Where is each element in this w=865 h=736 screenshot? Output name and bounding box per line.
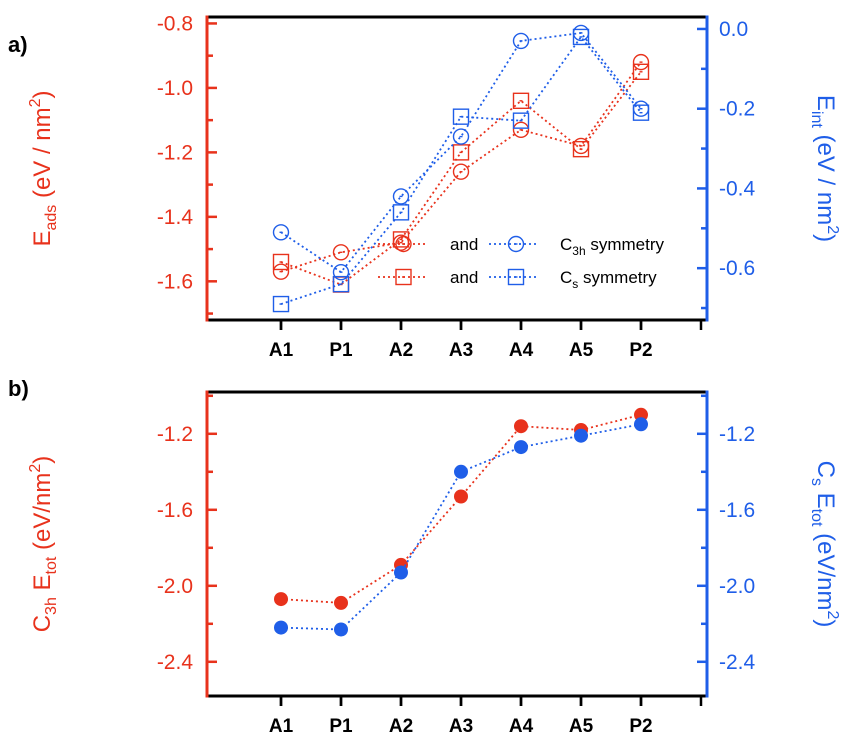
panel-b-left-tick-label: -1.2 bbox=[157, 423, 193, 446]
panel-a-category-label: A1 bbox=[269, 340, 294, 361]
panel-b-left-tick-label: -2.0 bbox=[157, 575, 193, 598]
panel-b-series-0-line bbox=[280, 413, 642, 604]
panel-b-series-1-point bbox=[514, 440, 528, 455]
panel-a-legend-marker bbox=[395, 235, 412, 253]
panel-a-left-tick-label: -1.6 bbox=[157, 270, 193, 293]
panel-a-series-0-point bbox=[272, 263, 290, 280]
panel-a-series-1-point bbox=[572, 140, 590, 158]
panel-a-right-axis-title: Eint (eV / nm2) bbox=[808, 95, 841, 242]
panel-b-left-tick-label: -1.6 bbox=[157, 499, 193, 522]
panel-a-legend-marker bbox=[507, 235, 525, 253]
panel-a-series-3-point bbox=[452, 108, 470, 125]
panel-b-series-1-point bbox=[334, 622, 348, 637]
panel-a-right-tick-label: -0.2 bbox=[719, 98, 755, 121]
panel-a-right-tick-label: -0.4 bbox=[719, 177, 756, 200]
panel-a-series-2-point bbox=[512, 32, 530, 50]
panel-b-category-label: A3 bbox=[449, 716, 473, 736]
panel-b-series-1-line bbox=[280, 423, 642, 631]
panel-b-right-tick-label: -2.4 bbox=[719, 651, 756, 674]
panel-a-category-label: A4 bbox=[509, 340, 534, 361]
panel-b-series-0-point bbox=[274, 592, 288, 607]
panel-a-legend-label: Cs symmetry bbox=[560, 268, 657, 291]
panel-a-legend-label: and bbox=[450, 268, 478, 287]
panel-a-series-2-point bbox=[452, 128, 470, 145]
panel-a-letter: a) bbox=[8, 32, 28, 57]
panel-a-category-label: P2 bbox=[629, 340, 652, 361]
panel-a-legend-label: C3h symmetry bbox=[560, 235, 665, 258]
panel-a-left-tick-label: -1.0 bbox=[157, 77, 193, 100]
panel-b-right-tick-label: -1.2 bbox=[719, 423, 755, 446]
panel-a-right-tick-label: 0.0 bbox=[719, 18, 748, 41]
panel-a-series-2-point bbox=[272, 224, 290, 241]
panel-a-chart: -0.8 -1.0 -1.2 -1.4 -1.6 0.0 -0.2 -0.4 -0.6 A1 P1 A… bbox=[27, 12, 841, 361]
panel-a-left-tick-label: -0.8 bbox=[157, 12, 193, 35]
panel-a-series-1-point bbox=[392, 231, 410, 248]
panel-a-series-0-point bbox=[332, 244, 350, 261]
panel-a-series-3-point bbox=[392, 204, 410, 221]
panel-a-legend-marker bbox=[507, 268, 525, 286]
panel-b-right-tick-label: -1.6 bbox=[719, 499, 755, 522]
panel-b-right-axis-title: Cs Etot (eV/nm2) bbox=[808, 461, 841, 628]
panel-a-series-1-point bbox=[452, 144, 470, 161]
panel-a-series-0-point bbox=[512, 121, 530, 139]
panel-b-series-1-point bbox=[634, 417, 648, 432]
panel-a-series-0-point bbox=[452, 163, 470, 180]
panel-b-series-0-point bbox=[514, 419, 528, 434]
panel-a-series-2-point bbox=[332, 263, 350, 281]
panel-b-series-0-point bbox=[334, 595, 348, 610]
panel-a-left-axis-title: Eads (eV / nm2) bbox=[27, 90, 60, 246]
panel-a-series-1-point bbox=[512, 92, 530, 110]
panel-a-left-tick-label: -1.4 bbox=[157, 206, 194, 229]
panel-a-series-2-point bbox=[392, 188, 410, 205]
panel-a-right-tick-label: -0.6 bbox=[719, 257, 755, 280]
panel-a-series-1-point bbox=[632, 63, 650, 80]
panel-a-category-label: A5 bbox=[569, 340, 594, 361]
panel-b-right-tick-label: -2.0 bbox=[719, 575, 755, 598]
panel-a-series-3-point bbox=[512, 112, 530, 129]
panel-b-category-label: A5 bbox=[569, 716, 594, 736]
panel-b-left-tick-label: -2.4 bbox=[157, 651, 194, 674]
panel-a-series-3-point bbox=[272, 295, 290, 313]
panel-b-series-1-point bbox=[274, 620, 288, 635]
panel-b-series-1-point bbox=[574, 428, 588, 443]
panel-a-legend-label: and bbox=[450, 235, 478, 254]
panel-a-left-tick-label: -1.2 bbox=[157, 141, 193, 164]
panel-a-category-label: A3 bbox=[449, 340, 473, 361]
panel-a-series-0-point bbox=[632, 53, 650, 71]
panel-a-series-3-point bbox=[572, 28, 590, 46]
panel-a-series-3-point bbox=[332, 275, 350, 293]
panel-b-series-1-point bbox=[454, 464, 468, 479]
panel-b-series-0-point bbox=[454, 489, 468, 504]
panel-a-series-3-line bbox=[280, 35, 642, 305]
panel-a-legend-marker bbox=[395, 268, 412, 286]
panel-a-series-3-point bbox=[632, 104, 650, 121]
panel-b-category-label: A2 bbox=[389, 716, 413, 736]
panel-b-category-label: P1 bbox=[329, 716, 353, 736]
panel-b-left-axis-title: C3h Etot (eV/nm2) bbox=[27, 456, 60, 633]
panel-a-category-label: P1 bbox=[329, 340, 353, 361]
panel-b-category-label: P2 bbox=[629, 716, 652, 736]
panel-b-letter: b) bbox=[8, 376, 29, 401]
panel-b-chart: -1.2 -1.6 -2.0 -2.4 -1.2 -1.6 -2.0 -2.4 A1 P1 A2 A3… bbox=[27, 390, 841, 736]
panel-a-category-label: A2 bbox=[389, 340, 413, 361]
panel-b-category-label: A4 bbox=[509, 716, 534, 736]
panel-a-series-1-point bbox=[272, 253, 290, 271]
panel-b-category-label: A1 bbox=[269, 716, 294, 736]
panel-b-series-1-point bbox=[394, 565, 408, 580]
